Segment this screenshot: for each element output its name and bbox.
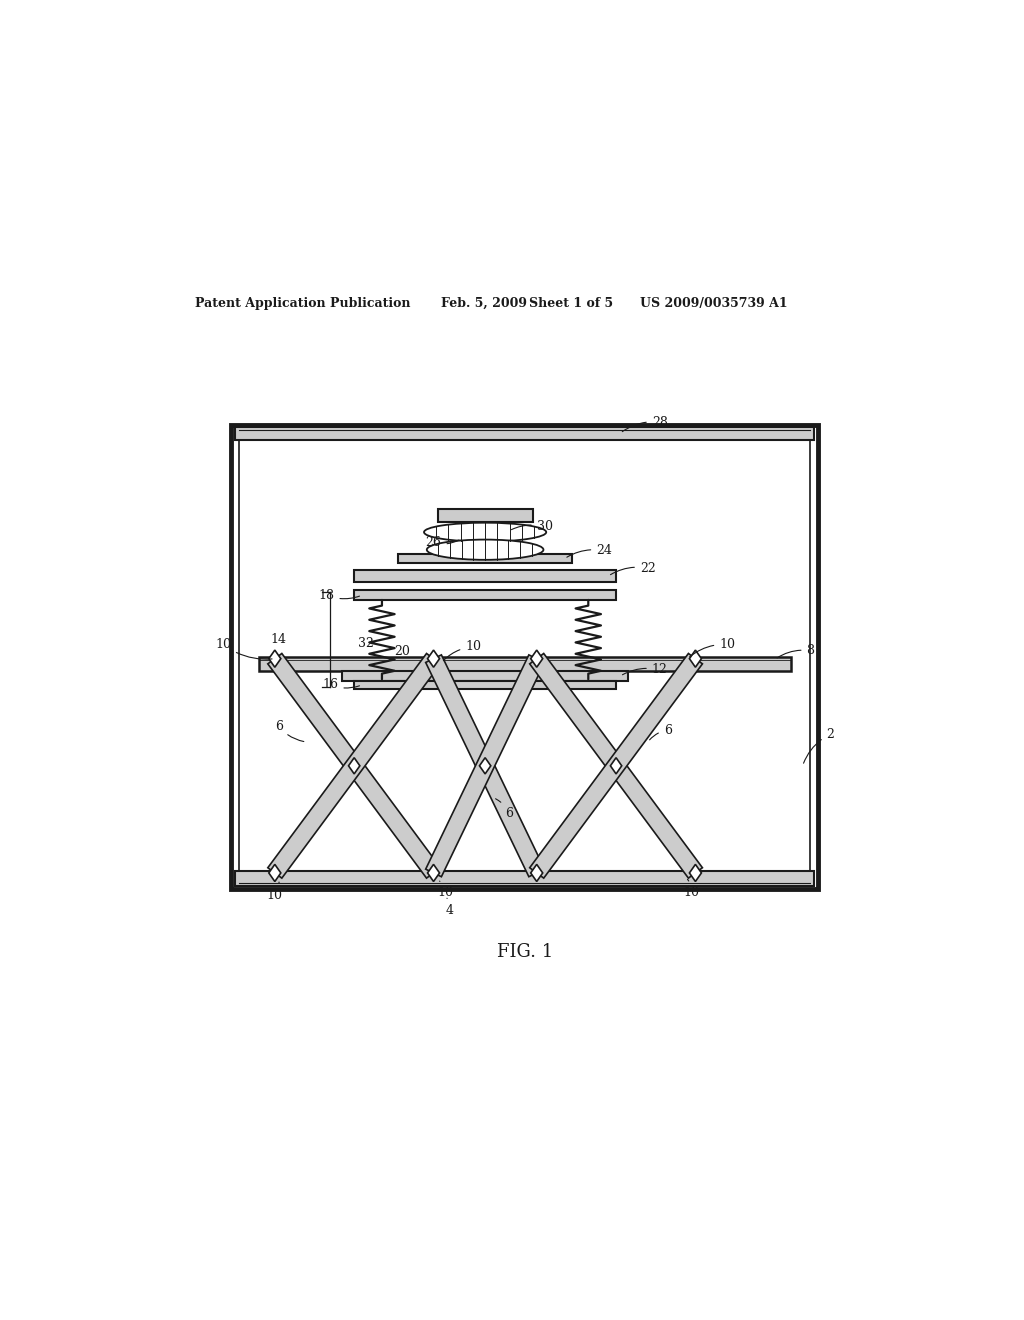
Text: 2: 2 (804, 727, 835, 763)
Text: 10: 10 (443, 640, 481, 660)
Text: 12: 12 (623, 663, 668, 676)
Text: 14: 14 (270, 634, 287, 645)
Polygon shape (268, 653, 440, 878)
Bar (236, 426, 814, 441)
Ellipse shape (424, 523, 546, 541)
Text: Feb. 5, 2009: Feb. 5, 2009 (441, 297, 527, 310)
Bar (236, 871, 814, 887)
Polygon shape (269, 865, 281, 882)
Bar (354, 570, 616, 582)
Text: 18: 18 (318, 589, 359, 602)
Text: 30: 30 (511, 520, 553, 533)
Text: 20: 20 (394, 645, 410, 659)
Text: 24: 24 (567, 544, 612, 557)
Polygon shape (530, 649, 543, 667)
Text: 8: 8 (777, 644, 814, 657)
Bar (397, 554, 572, 564)
Text: 26: 26 (426, 536, 459, 549)
Bar (437, 510, 532, 523)
Bar (231, 425, 818, 888)
Text: 28: 28 (623, 416, 668, 432)
Polygon shape (428, 649, 439, 667)
Text: 10: 10 (267, 882, 283, 902)
Text: Sheet 1 of 5: Sheet 1 of 5 (528, 297, 613, 310)
Text: US 2009/0035739 A1: US 2009/0035739 A1 (640, 297, 787, 310)
Text: 4: 4 (445, 898, 454, 916)
Polygon shape (530, 865, 543, 882)
Text: 32: 32 (358, 638, 374, 649)
Text: 16: 16 (323, 678, 359, 692)
Polygon shape (479, 758, 490, 774)
Text: Patent Application Publication: Patent Application Publication (196, 297, 411, 310)
Polygon shape (529, 653, 702, 878)
Text: 10: 10 (215, 638, 272, 659)
Polygon shape (610, 758, 622, 774)
Text: 22: 22 (610, 562, 655, 574)
Polygon shape (269, 649, 281, 667)
Polygon shape (426, 655, 545, 876)
Bar (354, 590, 616, 599)
Text: FIG. 1: FIG. 1 (497, 944, 553, 961)
Bar (354, 681, 616, 689)
Polygon shape (428, 865, 439, 882)
Polygon shape (426, 655, 545, 876)
Polygon shape (529, 653, 702, 878)
Bar (259, 657, 791, 672)
Polygon shape (689, 865, 701, 882)
Text: 10: 10 (684, 879, 699, 899)
Polygon shape (689, 649, 701, 667)
Polygon shape (268, 653, 440, 878)
Bar (342, 672, 628, 681)
Text: 10: 10 (689, 638, 735, 657)
Text: 6: 6 (274, 719, 304, 742)
Text: 6: 6 (496, 799, 513, 820)
Text: 6: 6 (649, 723, 672, 739)
Polygon shape (348, 758, 359, 774)
Ellipse shape (427, 540, 544, 560)
Text: 10: 10 (437, 882, 454, 899)
